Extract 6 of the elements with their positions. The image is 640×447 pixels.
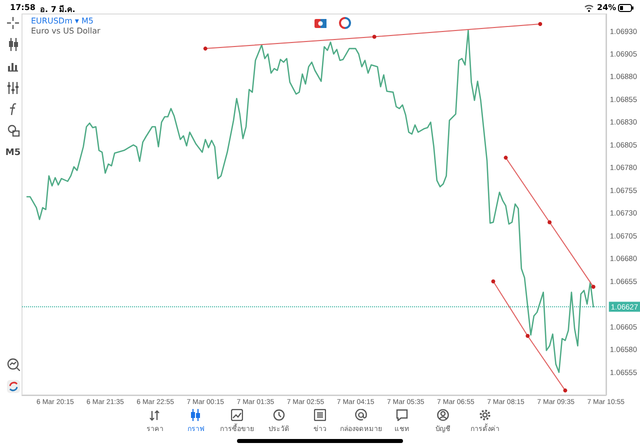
text: M5 — [5, 148, 21, 158]
annotation: อ. 7 มี.ค. — [40, 4, 76, 16]
chart-title: EURUSDm ▾ M5 — [31, 16, 94, 26]
text: 17:58 — [10, 3, 36, 12]
text: Euro vs US Dollar — [31, 26, 101, 36]
text: 24% — [597, 3, 616, 12]
